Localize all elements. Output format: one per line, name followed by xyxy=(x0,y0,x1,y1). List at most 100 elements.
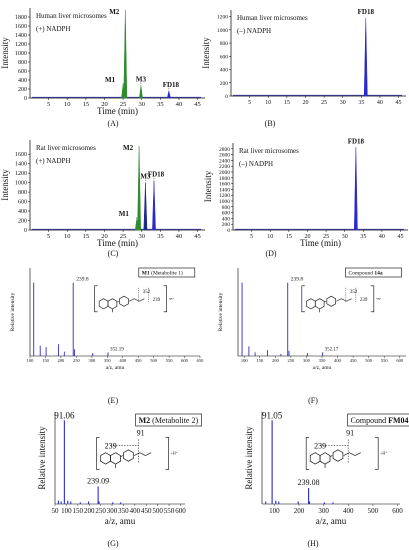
y-axis-label: Relative intensity xyxy=(244,426,254,490)
chart-subtitle: (+) NADPH xyxy=(36,157,70,165)
peak-label: FD18 xyxy=(358,8,375,16)
y-tick-label: 200 xyxy=(18,219,27,225)
peak-annotation: 352.17 xyxy=(325,347,339,352)
pyranone-ring xyxy=(110,452,121,465)
x-tick-label: 40 xyxy=(176,101,183,108)
x-tick-label: 30 xyxy=(342,234,348,240)
x-tick-label: 250 xyxy=(73,358,81,363)
y-tick-label: 2400 xyxy=(219,158,230,164)
charge-label: +H⁺ xyxy=(169,297,175,301)
bond xyxy=(139,452,146,456)
peak-label: M3 xyxy=(136,75,147,83)
compound-box-suffix: 14a xyxy=(373,271,383,277)
peak-fd18: FD18 xyxy=(348,137,365,231)
y-axis-label: Intensity xyxy=(0,169,10,201)
chart-title: Rat liver microsomes xyxy=(239,147,299,155)
peak-shape xyxy=(143,182,148,231)
x-tick-label: 40 xyxy=(176,233,183,240)
x-tick-label: 100 xyxy=(27,358,35,363)
y-tick-label: 1000 xyxy=(217,28,228,34)
panel-label: (H) xyxy=(307,539,318,548)
y-tick-label: 1800 xyxy=(15,15,27,21)
x-tick-label: 500 xyxy=(152,507,163,515)
benzene-ring xyxy=(100,452,111,465)
y-axis-label: Relative intensity xyxy=(218,292,224,331)
peak-label: M1 xyxy=(105,76,116,84)
fragment-label: 91 xyxy=(346,428,354,437)
panel-label: (E) xyxy=(108,396,119,405)
left-bracket xyxy=(96,437,100,470)
x-tick-label: 550 xyxy=(166,358,174,363)
compound-box-label: Compound 14a xyxy=(349,271,383,277)
peak-m1: M1 xyxy=(119,210,139,231)
phenyl-ring xyxy=(123,449,134,462)
x-tick-label: 15 xyxy=(83,233,90,240)
x-tick-label: 45 xyxy=(194,101,201,108)
x-tick-label: 300 xyxy=(107,507,118,515)
x-axis-label: Time (min) xyxy=(300,238,341,248)
x-tick-label: 400 xyxy=(343,507,354,515)
charge-label: +H⁺ xyxy=(171,450,178,455)
left-bracket xyxy=(94,285,98,313)
peak-shape xyxy=(123,9,128,99)
compound-box-frame xyxy=(345,267,402,278)
y-tick-label: 1200 xyxy=(15,171,27,177)
x-tick-label: 400 xyxy=(130,507,141,515)
x-tick-label: 15 xyxy=(286,234,292,240)
bond xyxy=(128,298,135,302)
y-axis-label: Relative intensity xyxy=(10,292,16,331)
y-axis-label: Intensity xyxy=(0,37,10,69)
bond xyxy=(324,300,327,303)
x-tick-label: 15 xyxy=(83,101,90,108)
compound-box: M1 (Metabolite 1) xyxy=(138,267,196,278)
x-tick-label: 150 xyxy=(73,507,84,515)
x-tick-label: 300 xyxy=(88,358,96,363)
bond xyxy=(330,455,333,457)
x-tick-label: 250 xyxy=(288,358,296,363)
y-tick-label: 0 xyxy=(225,94,228,100)
chromatogram-panel-D: 5 10 15 20 25 30 35 40 45 02004006008001000120014… xyxy=(203,137,408,258)
x-tick-label: 200 xyxy=(58,358,66,363)
x-tick-label: 10 xyxy=(64,101,71,108)
x-tick-label: 600 xyxy=(181,358,189,363)
peak-annotation: 239.08 xyxy=(298,478,320,487)
right-bracket xyxy=(370,285,375,313)
y-tick-label: 1600 xyxy=(219,182,230,188)
x-tick-label: 200 xyxy=(272,358,280,363)
compound-box-suffix: (Metabolite 1) xyxy=(150,270,183,277)
compound-box-id: Compound xyxy=(349,271,374,277)
y-axis-label: Intensity xyxy=(203,170,213,202)
peak-annotation: 352.19 xyxy=(110,347,124,352)
peak-shape xyxy=(354,147,358,231)
x-tick-label: 25 xyxy=(120,101,127,108)
peak-annotation: 239.8 xyxy=(76,277,89,283)
x-tick-label: 150 xyxy=(256,358,264,363)
y-tick-label: 0 xyxy=(227,228,230,234)
y-tick-label: 1000 xyxy=(15,51,27,57)
x-tick-label: 5 xyxy=(47,233,50,240)
molecule-structure xyxy=(98,295,145,313)
x-tick-label: 40 xyxy=(377,100,383,106)
x-tick-label: 200 xyxy=(84,507,95,515)
y-tick-label: 800 xyxy=(18,60,27,66)
right-bracket xyxy=(163,285,167,313)
peak-fd18: FD18 xyxy=(163,81,180,99)
x-tick-label: 20 xyxy=(302,100,308,106)
y-tick-label: 1800 xyxy=(219,176,230,182)
bond xyxy=(133,452,140,456)
peak-annotation: 239.8 xyxy=(291,277,304,283)
fragment-label: 239 xyxy=(314,441,326,450)
x-tick-label: 350 xyxy=(118,507,129,515)
y-tick-label: 800 xyxy=(220,41,229,47)
compound-box-label: Compound FM04 xyxy=(351,416,409,425)
peak-shape xyxy=(137,146,141,231)
x-tick-label: 30 xyxy=(340,100,346,106)
panel-label: (D) xyxy=(265,249,276,258)
x-tick-label: 350 xyxy=(319,358,327,363)
x-tick-label: 25 xyxy=(323,234,329,240)
x-tick-label: 30 xyxy=(138,101,145,108)
y-tick-label: 1200 xyxy=(15,42,27,48)
x-tick-label: 20 xyxy=(101,101,108,108)
bond xyxy=(336,298,342,302)
